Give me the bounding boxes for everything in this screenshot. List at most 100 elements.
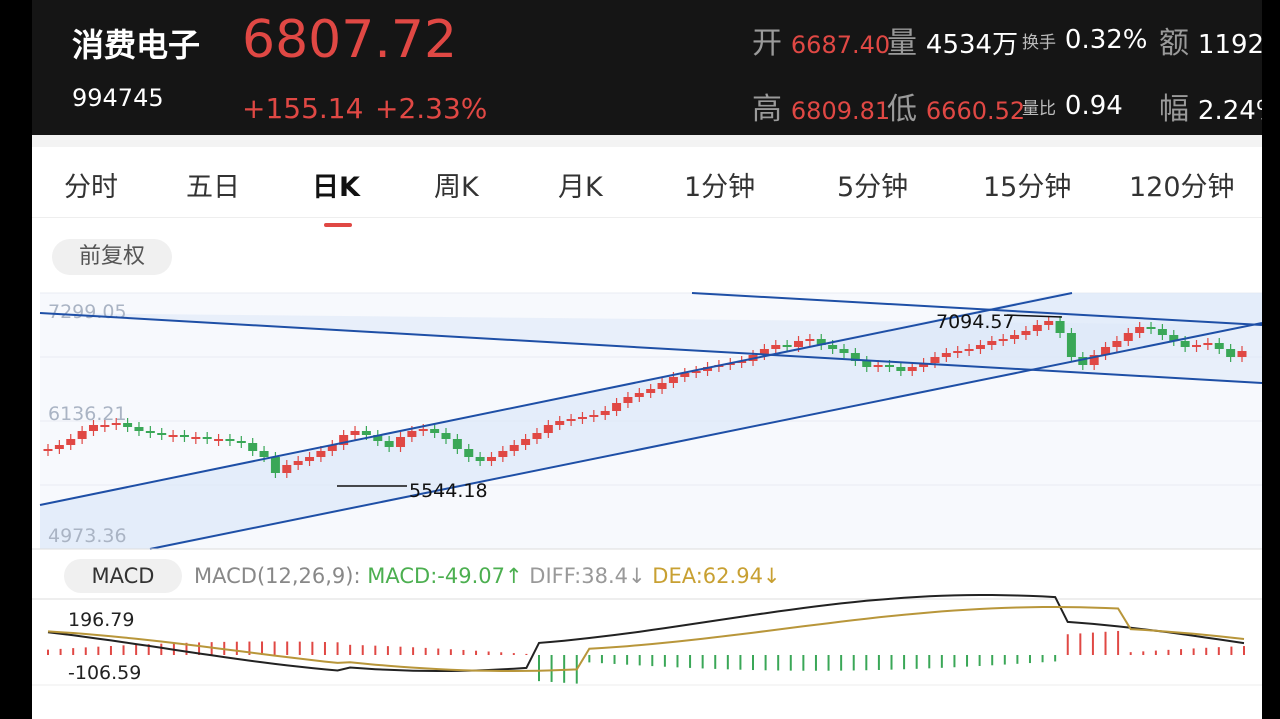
candle-body (668, 377, 678, 383)
adjust-toggle[interactable]: 前复权 (52, 239, 172, 275)
candle-body (1192, 345, 1202, 347)
macd-indicator-toggle[interactable]: MACD (64, 559, 182, 593)
candle-body (157, 433, 167, 435)
candle-body (1032, 325, 1042, 331)
amount-value: 1192 (1197, 30, 1262, 60)
candle-body (782, 345, 792, 347)
macd-axis-top-label: 196.79 (68, 609, 134, 631)
candle-body (1010, 335, 1020, 339)
candle-body (1101, 347, 1111, 355)
candle-body (1169, 335, 1179, 341)
candle-body (202, 437, 212, 439)
candle-body (873, 365, 883, 367)
macd-params: MACD(12,26,9): (194, 564, 361, 588)
volratio-stat: 量比 0.94 (1022, 88, 1123, 121)
volume-stat: 量 4534万 (887, 18, 1018, 62)
turnover-label: 换手 (1022, 33, 1056, 53)
dea-value: DEA:62.94↓ (652, 564, 781, 588)
candle-body (339, 435, 349, 445)
low-stat: 低 6660.52 (887, 84, 1025, 128)
candle-body (623, 397, 633, 403)
high-label: 高 (752, 92, 782, 127)
open-stat: 开 6687.40 (752, 18, 890, 62)
tab-120min[interactable]: 120分钟 (1129, 172, 1235, 203)
candle-body (1078, 357, 1088, 365)
tab-daily-k[interactable]: 日K (312, 172, 360, 203)
candle-body (270, 457, 280, 473)
macd-histogram (47, 630, 1245, 684)
candle-body (168, 435, 178, 437)
candle-body (907, 367, 917, 371)
diff-line (47, 594, 1245, 672)
candle-body (896, 367, 906, 371)
candle-body (805, 339, 815, 341)
candle-body (407, 431, 417, 437)
candle-body (555, 421, 565, 425)
candle-body (418, 429, 428, 431)
candle-body (930, 357, 940, 363)
candle-body (88, 425, 98, 431)
candle-body (566, 419, 576, 421)
candle-body (475, 457, 485, 461)
candle-body (123, 423, 133, 427)
candle-body (1203, 343, 1213, 345)
active-tab-indicator (324, 223, 352, 227)
tab-five-day[interactable]: 五日 (186, 172, 240, 203)
panel-separator (32, 135, 1262, 147)
candle-body (236, 441, 246, 443)
candle-body (145, 431, 155, 433)
candle-body (134, 427, 144, 431)
candle-body (884, 365, 894, 367)
candle-body (521, 439, 531, 445)
candle-body (1146, 327, 1156, 329)
candle-body (248, 443, 258, 451)
turnover-value: 0.32% (1064, 25, 1148, 55)
tab-5min[interactable]: 5分钟 (837, 172, 909, 203)
candle-body (1180, 341, 1190, 347)
candle-body (839, 349, 849, 353)
candle-body (179, 435, 189, 437)
channel-line (691, 292, 1262, 326)
kline-chart[interactable]: 7299.05 6136.21 4973.36 7094.57 5544.18 … (32, 135, 1262, 719)
tab-weekly-k[interactable]: 周K (434, 172, 479, 203)
open-value: 6687.40 (790, 31, 891, 59)
candle-body (214, 439, 224, 441)
tab-monthly-k[interactable]: 月K (558, 172, 603, 203)
candle-body (430, 429, 440, 433)
candle-body (1089, 355, 1099, 365)
candle-body (703, 367, 713, 371)
candle-body (225, 439, 235, 441)
candle-body (384, 441, 394, 447)
macd-axis-bottom-label: -106.59 (68, 662, 141, 684)
candle-body (953, 351, 963, 353)
candle-body (919, 363, 929, 367)
open-label: 开 (752, 26, 782, 61)
candle-body (305, 457, 315, 461)
candle-body (1157, 329, 1167, 335)
candlestick-series (43, 316, 1247, 478)
tab-timeshare[interactable]: 分时 (64, 172, 118, 203)
candle-body (862, 361, 872, 367)
y-axis-bottom-label: 4973.36 (48, 525, 127, 547)
candle-body (794, 341, 804, 347)
candle-body (509, 445, 519, 451)
candle-body (1112, 341, 1122, 347)
candle-body (771, 345, 781, 349)
candle-body (828, 345, 838, 349)
macd-values: MACD(12,26,9): MACD:-49.07↑ DIFF:38.4↓ D… (194, 564, 781, 588)
quote-header: 消费电子 994745 6807.72 +155.14 +2.33% 开 668… (32, 0, 1262, 135)
candle-body (816, 339, 826, 345)
tab-15min[interactable]: 15分钟 (983, 172, 1072, 203)
candle-body (77, 431, 87, 439)
volume-label: 量 (887, 26, 917, 61)
price-change-pct: +2.33% (375, 92, 488, 125)
volratio-value: 0.94 (1064, 91, 1123, 121)
candle-body (1055, 321, 1065, 333)
candle-body (1226, 349, 1236, 357)
tab-1min[interactable]: 1分钟 (684, 172, 756, 203)
candle-body (486, 457, 496, 461)
dea-line (47, 606, 1245, 672)
channel-line (39, 312, 1262, 384)
candle-body (1214, 343, 1224, 349)
